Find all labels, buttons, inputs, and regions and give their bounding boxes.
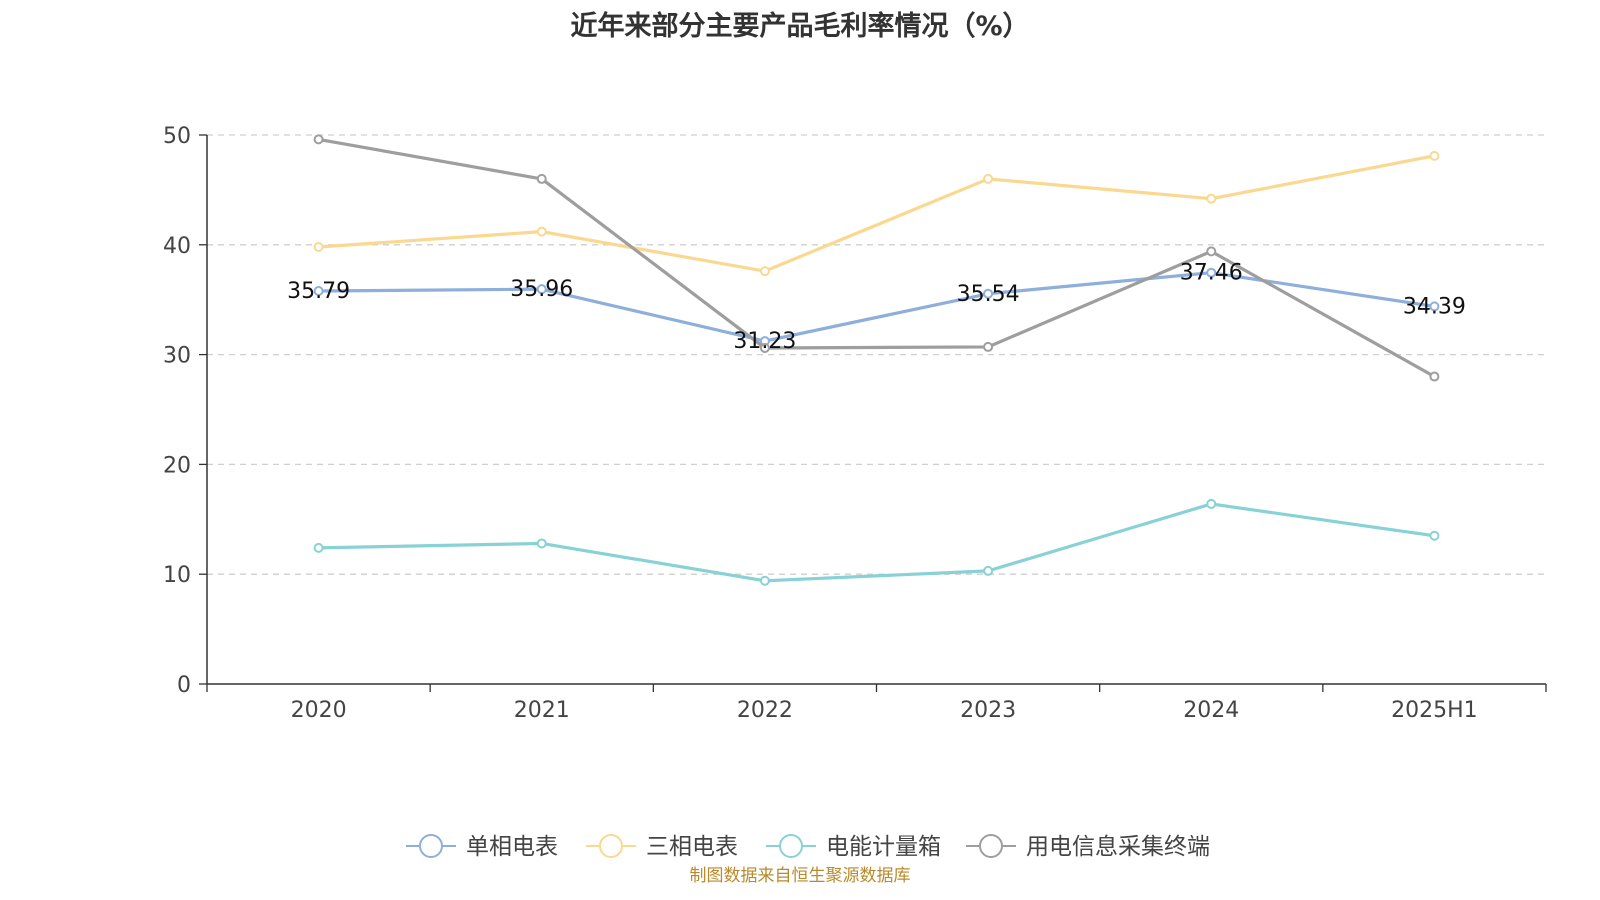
- data-point: [1206, 498, 1217, 509]
- gridlines: [207, 134, 1546, 575]
- series-line-3: [318, 137, 1436, 378]
- legend-label: 用电信息采集终端: [1026, 834, 1210, 860]
- series-line-2: [318, 502, 1435, 583]
- data-point: [759, 343, 770, 354]
- legend-label: 单相电表: [466, 834, 558, 860]
- legend-item[interactable]: 三相电表: [586, 834, 738, 860]
- data-point: [313, 542, 324, 553]
- y-tick-label: 20: [163, 453, 191, 478]
- y-tick-label: 50: [163, 124, 191, 149]
- x-tick-label: 2023: [960, 698, 1016, 723]
- x-tick-label: 2024: [1183, 698, 1239, 723]
- data-point: [983, 565, 994, 576]
- data-point: [1429, 530, 1440, 541]
- data-label: 31.23: [733, 329, 796, 354]
- x-tick-label: 2021: [514, 698, 570, 723]
- legend[interactable]: 单相电表 三相电表 电能计量箱 用电信息采集终端: [406, 834, 1210, 860]
- legend-item[interactable]: 用电信息采集终端: [966, 834, 1210, 860]
- legend-marker: [599, 834, 623, 858]
- y-tick-label: 30: [163, 344, 191, 369]
- data-point: [536, 538, 547, 549]
- data-label: 35.54: [957, 282, 1020, 307]
- legend-label: 三相电表: [646, 834, 738, 860]
- data-labels: 35.79 35.96 31.23 35.54 37.46 34.39: [287, 261, 1466, 354]
- x-tick-label: 2025H1: [1391, 698, 1478, 723]
- data-point: [1206, 246, 1217, 257]
- data-point: [1206, 193, 1217, 204]
- legend-marker: [979, 834, 1003, 858]
- legend-item[interactable]: 单相电表: [406, 834, 558, 860]
- series-line-1: [318, 154, 1435, 273]
- data-label: 37.46: [1180, 261, 1243, 286]
- data-point: [536, 284, 547, 295]
- data-point: [536, 226, 547, 237]
- axes: 0 10 20 30 40 50 2020 2021 2022 2023 2024 2025H1: [163, 124, 1547, 723]
- x-tick-label: 2022: [737, 698, 793, 723]
- series-lines: [313, 134, 1440, 586]
- data-point: [759, 575, 770, 586]
- source-note: 制图数据来自恒生聚源数据库: [689, 866, 911, 886]
- data-point: [1429, 150, 1440, 161]
- data-label: 35.96: [510, 277, 573, 302]
- data-point: [983, 288, 994, 299]
- data-point: [1429, 301, 1440, 312]
- data-point: [313, 134, 324, 145]
- y-tick-label: 40: [163, 234, 191, 259]
- legend-marker: [419, 834, 443, 858]
- data-point: [313, 286, 324, 297]
- legend-marker: [779, 834, 803, 858]
- data-point: [983, 341, 994, 352]
- y-tick-label: 10: [163, 563, 191, 588]
- data-point: [313, 241, 324, 252]
- legend-label: 电能计量箱: [826, 834, 941, 860]
- data-label: 34.39: [1403, 294, 1466, 319]
- y-tick-label: 0: [177, 673, 191, 698]
- data-point: [983, 173, 994, 184]
- data-point: [536, 173, 547, 184]
- data-point: [1206, 267, 1217, 278]
- legend-item[interactable]: 电能计量箱: [766, 834, 941, 860]
- chart-title: 近年来部分主要产品毛利率情况（%）: [570, 11, 1030, 42]
- data-label: 35.79: [287, 279, 350, 304]
- data-point: [759, 266, 770, 277]
- x-tick-label: 2020: [291, 698, 347, 723]
- series-line-0: [318, 271, 1435, 343]
- data-point: [1429, 371, 1440, 382]
